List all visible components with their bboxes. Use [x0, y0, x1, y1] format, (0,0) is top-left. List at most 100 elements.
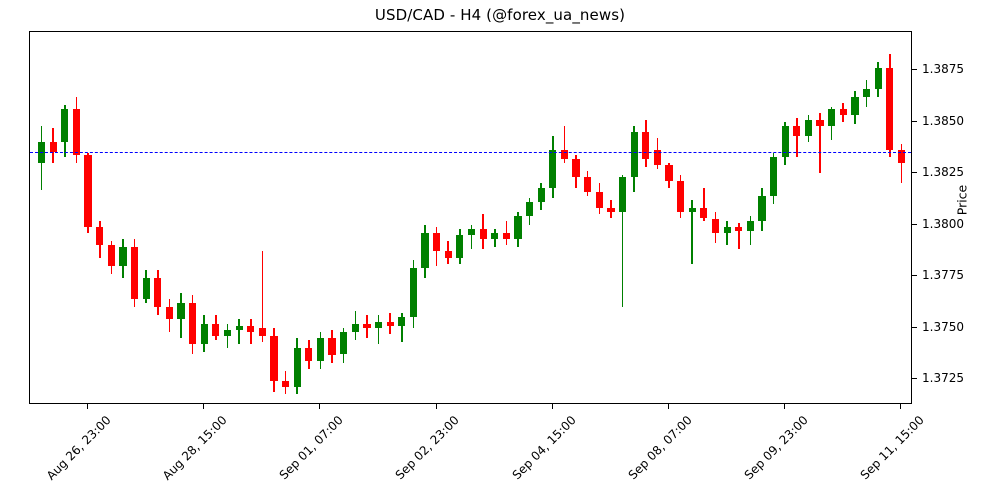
candle-body-bearish: [595, 191, 603, 209]
candle-body-bullish: [456, 234, 464, 258]
candle-body-bearish: [479, 228, 487, 240]
x-axis-tick-label: Sep 02, 23:00: [392, 413, 463, 483]
candle-body-bullish: [746, 220, 754, 231]
candle-body-bearish: [386, 321, 394, 326]
candle-wick: [749, 216, 752, 246]
candle-body-bearish: [247, 325, 255, 332]
x-axis-tick-mark: [668, 404, 669, 409]
candle-body-bullish: [874, 68, 882, 89]
candle-body-bearish: [677, 181, 685, 213]
candle-body-bullish: [514, 216, 522, 240]
y-axis-tick-label: 1.3875: [922, 62, 964, 77]
candle-body-bearish: [363, 323, 371, 328]
candle-body-bearish: [584, 177, 592, 192]
x-axis-tick-label: Aug 26, 23:00: [44, 413, 114, 483]
candle-wick: [226, 323, 229, 349]
candle-body-bearish: [96, 226, 104, 246]
candle-body-bullish: [235, 325, 243, 330]
candle-wick: [505, 220, 508, 246]
candle-wick: [703, 187, 705, 221]
y-axis-tick-label: 1.3775: [922, 268, 964, 283]
x-axis-tick-mark: [203, 404, 205, 409]
candle-body-bullish: [723, 226, 731, 233]
candle-wick: [470, 224, 473, 250]
y-axis-tick-mark: [912, 223, 917, 225]
x-axis-tick-mark: [784, 404, 786, 409]
candle-body-bearish: [572, 158, 580, 178]
candle-body-bullish: [758, 195, 766, 221]
candle-wick: [621, 175, 624, 308]
y-axis-tick-label: 1.3800: [922, 216, 964, 231]
y-axis-label: Price: [954, 184, 970, 216]
candle-body-bullish: [781, 125, 789, 157]
candle-body-bearish: [258, 327, 266, 336]
candle-body-bearish: [130, 247, 139, 299]
y-axis-tick-mark: [912, 120, 917, 122]
candle-body-bullish: [828, 109, 836, 126]
y-axis-tick-label: 1.3750: [922, 319, 964, 334]
candle-body-bullish: [862, 88, 871, 97]
candle-wick: [796, 117, 798, 157]
candle-wick: [400, 313, 403, 343]
candle-body-bearish: [502, 232, 510, 240]
candle-body-bullish: [316, 338, 325, 361]
candle-body-bullish: [618, 177, 627, 213]
candle-body-bearish: [49, 142, 57, 152]
candle-wick: [238, 319, 240, 345]
candle-body-bullish: [223, 329, 232, 336]
y-axis-tick-mark: [912, 378, 917, 380]
candle-wick: [726, 220, 728, 246]
candle-body-bullish: [491, 232, 499, 240]
candle-body-bearish: [189, 302, 197, 345]
candle-body-bullish: [537, 187, 545, 202]
candle-body-bearish: [642, 131, 650, 159]
candle-body-bearish: [282, 381, 290, 388]
candle-body-bearish: [665, 164, 673, 182]
candle-body-bullish: [351, 323, 359, 332]
chart-title: USD/CAD - H4 (@forex_ua_news): [374, 6, 626, 24]
candle-body-bearish: [653, 150, 661, 165]
candle-body-bullish: [398, 317, 406, 326]
x-axis-tick-mark: [87, 404, 89, 409]
candle-body-bearish: [897, 150, 905, 163]
candle-body-bearish: [444, 251, 452, 258]
candle-body-bearish: [735, 226, 743, 231]
candle-body-bearish: [793, 125, 801, 137]
candle-body-bullish: [851, 96, 859, 116]
x-axis-tick-label: Sep 01, 07:00: [276, 413, 347, 483]
candle-body-bearish: [816, 119, 824, 126]
candle-body-bearish: [154, 278, 162, 308]
candle-series: [30, 32, 911, 403]
x-axis-tick-label: Sep 04, 15:00: [509, 413, 579, 483]
candle-body-bullish: [177, 302, 185, 320]
candle-wick: [900, 144, 903, 184]
y-axis-tick-mark: [912, 326, 917, 328]
x-axis-tick-mark: [900, 404, 902, 409]
candle-body-bullish: [549, 150, 557, 188]
x-axis-tick-mark: [435, 404, 437, 409]
plot-area: [29, 31, 912, 404]
candle-wick: [737, 222, 740, 250]
candle-body-bullish: [525, 202, 534, 217]
candle-body-bearish: [886, 68, 894, 151]
x-axis-tick-label: Aug 28, 15:00: [160, 413, 231, 483]
candle-body-bullish: [630, 131, 638, 178]
candle-body-bullish: [38, 142, 46, 163]
candle-body-bullish: [467, 228, 476, 235]
horizontal-reference-line-layer: [30, 32, 911, 403]
candle-body-bearish: [560, 150, 569, 159]
candle-body-bullish: [409, 267, 417, 318]
candle-body-bullish: [200, 323, 208, 345]
candle-body-bearish: [72, 109, 81, 155]
x-axis-tick-label: Sep 09, 23:00: [741, 413, 811, 483]
candle-body-bullish: [374, 321, 383, 328]
y-axis-tick-mark: [912, 69, 917, 71]
candle-body-bullish: [769, 156, 778, 196]
candle-body-bearish: [305, 348, 313, 361]
candle-wick: [563, 125, 566, 163]
candle-body-bullish: [293, 348, 301, 388]
candle-body-bearish: [328, 338, 336, 355]
candle-body-bearish: [711, 218, 720, 233]
candle-body-bullish: [340, 331, 348, 355]
